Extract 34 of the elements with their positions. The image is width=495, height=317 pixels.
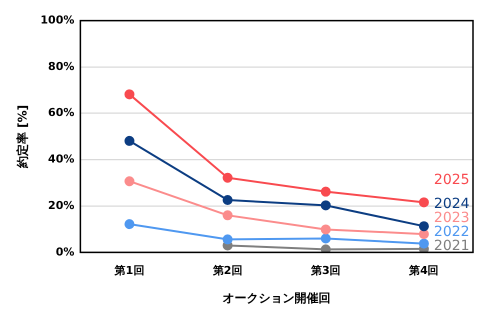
- y-axis-title: 約定率 [%]: [15, 104, 30, 170]
- point: [418, 238, 429, 249]
- point: [222, 172, 233, 183]
- point: [320, 224, 331, 234]
- point: [418, 197, 429, 208]
- x-tick-label: 第3回: [310, 264, 341, 277]
- y-tick-label: 40%: [48, 152, 74, 166]
- point: [320, 200, 331, 210]
- point: [124, 136, 134, 146]
- series-label: 2022: [434, 224, 470, 240]
- point: [222, 234, 233, 244]
- series-label: 2024: [434, 196, 470, 212]
- y-tick-label: 60%: [48, 106, 74, 120]
- point: [320, 233, 331, 244]
- point: [320, 186, 331, 197]
- y-tick-label: 80%: [48, 60, 74, 73]
- y-tick-label: 0%: [56, 245, 74, 258]
- point: [124, 219, 134, 230]
- x-tick-label: 第4回: [408, 264, 439, 277]
- series-label: 2025: [434, 172, 470, 188]
- point: [222, 195, 233, 206]
- series-label: 2023: [434, 210, 470, 226]
- point: [418, 229, 429, 240]
- series-label: 2021: [434, 238, 470, 254]
- point: [124, 176, 134, 186]
- x-tick-label: 第2回: [212, 264, 242, 277]
- x-tick-label: 第1回: [114, 264, 144, 277]
- point: [418, 221, 429, 232]
- point: [124, 89, 134, 100]
- y-tick-label: 20%: [48, 198, 74, 212]
- y-tick-label: 100%: [40, 13, 74, 26]
- point: [320, 244, 331, 252]
- point: [222, 210, 233, 220]
- x-axis-title: オークション開催回: [222, 290, 331, 305]
